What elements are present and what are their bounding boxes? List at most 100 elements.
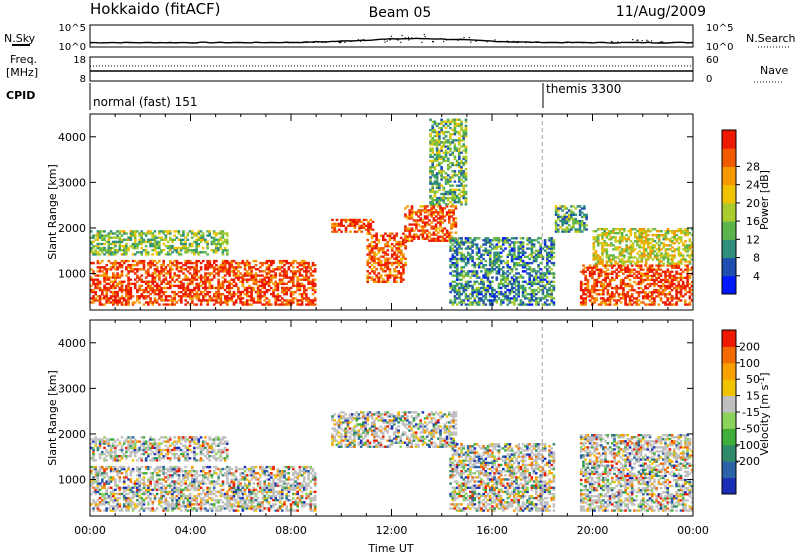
echo-cell	[522, 245, 525, 247]
echo-cell	[184, 237, 187, 239]
echo-cell	[689, 287, 692, 289]
echo-cell	[204, 283, 207, 285]
echo-cell	[436, 145, 439, 147]
echo-cell	[123, 281, 126, 283]
echo-cell	[559, 226, 562, 228]
echo-cell	[584, 301, 587, 303]
echo-cell	[553, 256, 556, 258]
echo-cell	[369, 266, 372, 268]
echo-cell	[116, 234, 119, 236]
echo-cell	[548, 270, 551, 272]
echo-cell	[465, 127, 468, 129]
echo-cell	[667, 260, 670, 262]
echo-cell	[584, 299, 587, 301]
echo-cell	[447, 131, 450, 133]
echo-cell	[601, 248, 604, 250]
echo-cell	[600, 273, 603, 275]
echo-cell	[678, 262, 681, 264]
echo-cell	[108, 241, 111, 243]
noise-search-dot	[651, 40, 652, 41]
echo-cell	[491, 270, 494, 272]
echo-cell	[614, 262, 617, 264]
echo-cell	[568, 230, 571, 232]
echo-cell	[268, 272, 271, 274]
echo-cell	[480, 256, 483, 258]
echo-cell	[684, 299, 687, 301]
echo-cell	[365, 229, 368, 231]
echo-cell	[577, 220, 580, 222]
echo-cell	[635, 301, 638, 303]
echo-cell	[239, 272, 242, 274]
echo-cell	[598, 277, 601, 279]
echo-cell	[398, 270, 401, 272]
echo-cell	[375, 233, 378, 235]
echo-cell	[636, 230, 639, 232]
echo-cell	[643, 228, 646, 230]
echo-cell	[620, 281, 623, 283]
echo-cell	[127, 260, 130, 262]
echo-cell	[620, 293, 623, 295]
echo-cell	[623, 248, 626, 250]
echo-cell	[398, 251, 401, 253]
echo-cell	[97, 251, 100, 253]
echo-cell	[173, 272, 176, 274]
echo-cell	[689, 301, 692, 303]
echo-cell	[382, 237, 385, 239]
echo-cell	[544, 241, 547, 243]
echo-cell	[127, 281, 130, 283]
echo-cell	[447, 158, 450, 160]
echo-cell	[222, 283, 225, 285]
echo-cell	[449, 147, 452, 149]
echo-cell	[539, 262, 542, 264]
echo-cell	[356, 219, 359, 221]
echo-cell	[606, 262, 609, 264]
echo-cell	[601, 238, 604, 240]
echo-cell	[566, 216, 569, 218]
echo-cell	[169, 287, 172, 289]
echo-cell	[629, 273, 632, 275]
y-tick-label: 3000	[58, 176, 86, 189]
echo-cell	[673, 279, 676, 281]
echo-cell	[467, 287, 470, 289]
echo-cell	[689, 275, 692, 277]
echo-cell	[665, 248, 668, 250]
echo-cell	[378, 262, 381, 264]
echo-cell	[531, 241, 534, 243]
echo-cell	[134, 272, 137, 274]
echo-cell	[449, 176, 452, 178]
echo-cell	[448, 213, 451, 215]
echo-cell	[673, 277, 676, 279]
noise-search-dot	[460, 38, 461, 39]
echo-cell	[646, 295, 649, 297]
echo-cell	[493, 264, 496, 266]
echo-cell	[546, 258, 549, 260]
echo-cell	[299, 287, 302, 289]
echo-cell	[638, 238, 641, 240]
echo-cell	[443, 170, 446, 172]
echo-cell	[180, 249, 183, 251]
noise-right-label: N.Search	[746, 32, 796, 45]
echo-cell	[467, 272, 470, 274]
echo-cell	[577, 205, 580, 207]
echo-cell	[222, 287, 225, 289]
echo-cell	[169, 232, 172, 234]
echo-cell	[646, 273, 649, 275]
echo-cell	[471, 295, 474, 297]
echo-cell	[680, 258, 683, 260]
echo-cell	[411, 207, 414, 209]
noise-search-dot	[269, 42, 270, 43]
echo-cell	[553, 289, 556, 291]
echo-cell	[465, 133, 468, 135]
echo-cell	[640, 287, 643, 289]
echo-cell	[449, 266, 452, 268]
echo-cell	[613, 264, 616, 266]
noise-search-dot	[303, 42, 304, 43]
echo-cell	[447, 174, 450, 176]
echo-cell	[162, 281, 165, 283]
echo-cell	[187, 287, 190, 289]
echo-cell	[660, 275, 663, 277]
echo-cell	[623, 228, 626, 230]
echo-cell	[105, 270, 108, 272]
echo-cell	[684, 287, 687, 289]
echo-cell	[127, 303, 130, 305]
